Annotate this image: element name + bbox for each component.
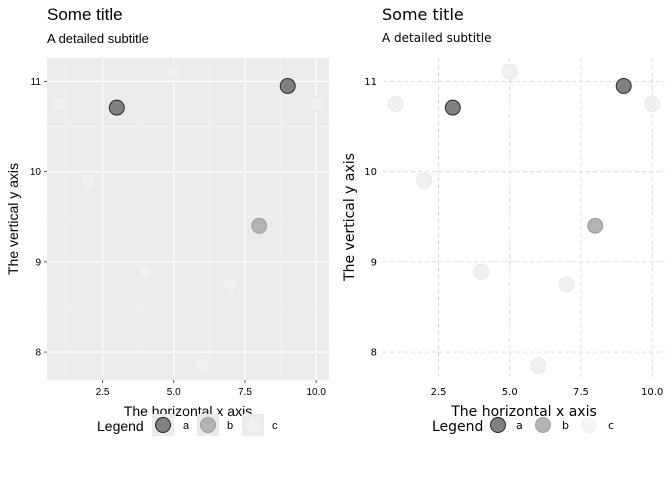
y-tick-label: 9: [35, 257, 41, 268]
scatter-point-c: [644, 96, 661, 112]
y-tick-label: 11: [31, 77, 42, 88]
chart-right-legend-label-c: c: [608, 419, 614, 432]
scatter-point-a: [108, 99, 125, 116]
scatter-point-c: [165, 63, 182, 80]
x-tick-label: 10.0: [641, 387, 663, 398]
chart-right-panel: [383, 58, 665, 380]
x-tick-label: 5.0: [502, 387, 518, 398]
scatter-point-b: [251, 217, 268, 234]
scatter-point-c: [501, 63, 518, 80]
chart-right-legend-point-a: [490, 417, 506, 433]
chart-right-y-ticks: 8 9 10 11: [364, 77, 377, 359]
scatter-point-a: [615, 78, 632, 94]
chart-right-legend-title: Legend: [432, 419, 483, 435]
chart-left-legend-label-c: c: [272, 420, 278, 432]
chart-right-legend-point-b: [535, 417, 551, 433]
y-tick-label: 8: [371, 348, 377, 359]
y-tick-label: 8: [35, 348, 41, 359]
scatter-point-c: [308, 96, 325, 112]
scatter-point-c: [558, 276, 575, 293]
chart-left-y-ticks: 8 9 10 11: [30, 77, 47, 359]
y-tick-label: 10: [30, 167, 42, 178]
scatter-point-c: [222, 276, 239, 293]
x-tick-label: 10.0: [306, 387, 326, 398]
y-tick-label: 11: [364, 77, 377, 88]
chart-left-title: Some title: [47, 5, 123, 24]
scatter-point-c: [473, 263, 490, 280]
scatter-point-a: [444, 99, 461, 116]
scatter-point-c: [137, 263, 154, 280]
chart-left-legend-point-b: [200, 417, 216, 433]
chart-left-x-axis-label: The horizontal x axis: [124, 403, 252, 419]
x-tick-label: 7.5: [573, 387, 589, 398]
chart-right-legend-point-c: [581, 417, 597, 433]
x-tick-label: 5.0: [167, 387, 181, 398]
chart-right-grid: [383, 58, 665, 380]
chart-right-title: Some title: [382, 5, 464, 24]
scatter-point-a: [279, 78, 296, 94]
chart-left-legend-label-a: a: [183, 420, 190, 432]
chart-right-points: [387, 63, 661, 374]
x-tick-label: 7.5: [238, 387, 252, 398]
chart-left: Some title A detailed subtitle 2.5 5.0 7.5…: [5, 5, 329, 436]
chart-right-legend-label-b: b: [562, 419, 569, 432]
scatter-point-b: [587, 217, 604, 234]
chart-left-legend-point-a: [155, 417, 171, 433]
chart-left-x-ticks: 2.5 5.0 7.5 10.0: [96, 380, 326, 398]
chart-right: Some title A detailed subtitle 2.5 5.0 7.5…: [342, 5, 665, 435]
chart-right-y-axis-label: The vertical y axis: [342, 153, 358, 282]
y-tick-label: 10: [364, 167, 377, 178]
chart-left-legend-point-c: [245, 417, 261, 433]
scatter-point-c: [80, 172, 97, 189]
chart-left-panel: [47, 58, 329, 380]
scatter-point-c: [416, 172, 433, 189]
chart-right-x-ticks: 2.5 5.0 7.5 10.0: [431, 387, 664, 398]
y-tick-label: 9: [371, 257, 377, 268]
scatter-point-c: [387, 96, 404, 112]
chart-right-subtitle: A detailed subtitle: [382, 31, 492, 45]
chart-right-legend: Legend a b c: [432, 417, 614, 435]
chart-left-legend-title: Legend: [97, 418, 144, 434]
scatter-point-c: [51, 96, 68, 112]
chart-left-points: [51, 63, 325, 374]
scatter-point-c: [194, 357, 211, 374]
chart-left-y-axis-label: The vertical y axis: [5, 163, 21, 275]
chart-left-subtitle: A detailed subtitle: [47, 31, 149, 46]
chart-left-legend-label-b: b: [227, 420, 233, 432]
scatter-point-c: [530, 357, 547, 374]
chart-right-x-axis-label: The horizontal x axis: [450, 404, 597, 420]
chart-left-legend: Legend a b c: [97, 414, 278, 436]
x-tick-label: 2.5: [431, 387, 447, 398]
chart-right-legend-label-a: a: [516, 419, 523, 432]
x-tick-label: 2.5: [96, 387, 110, 398]
